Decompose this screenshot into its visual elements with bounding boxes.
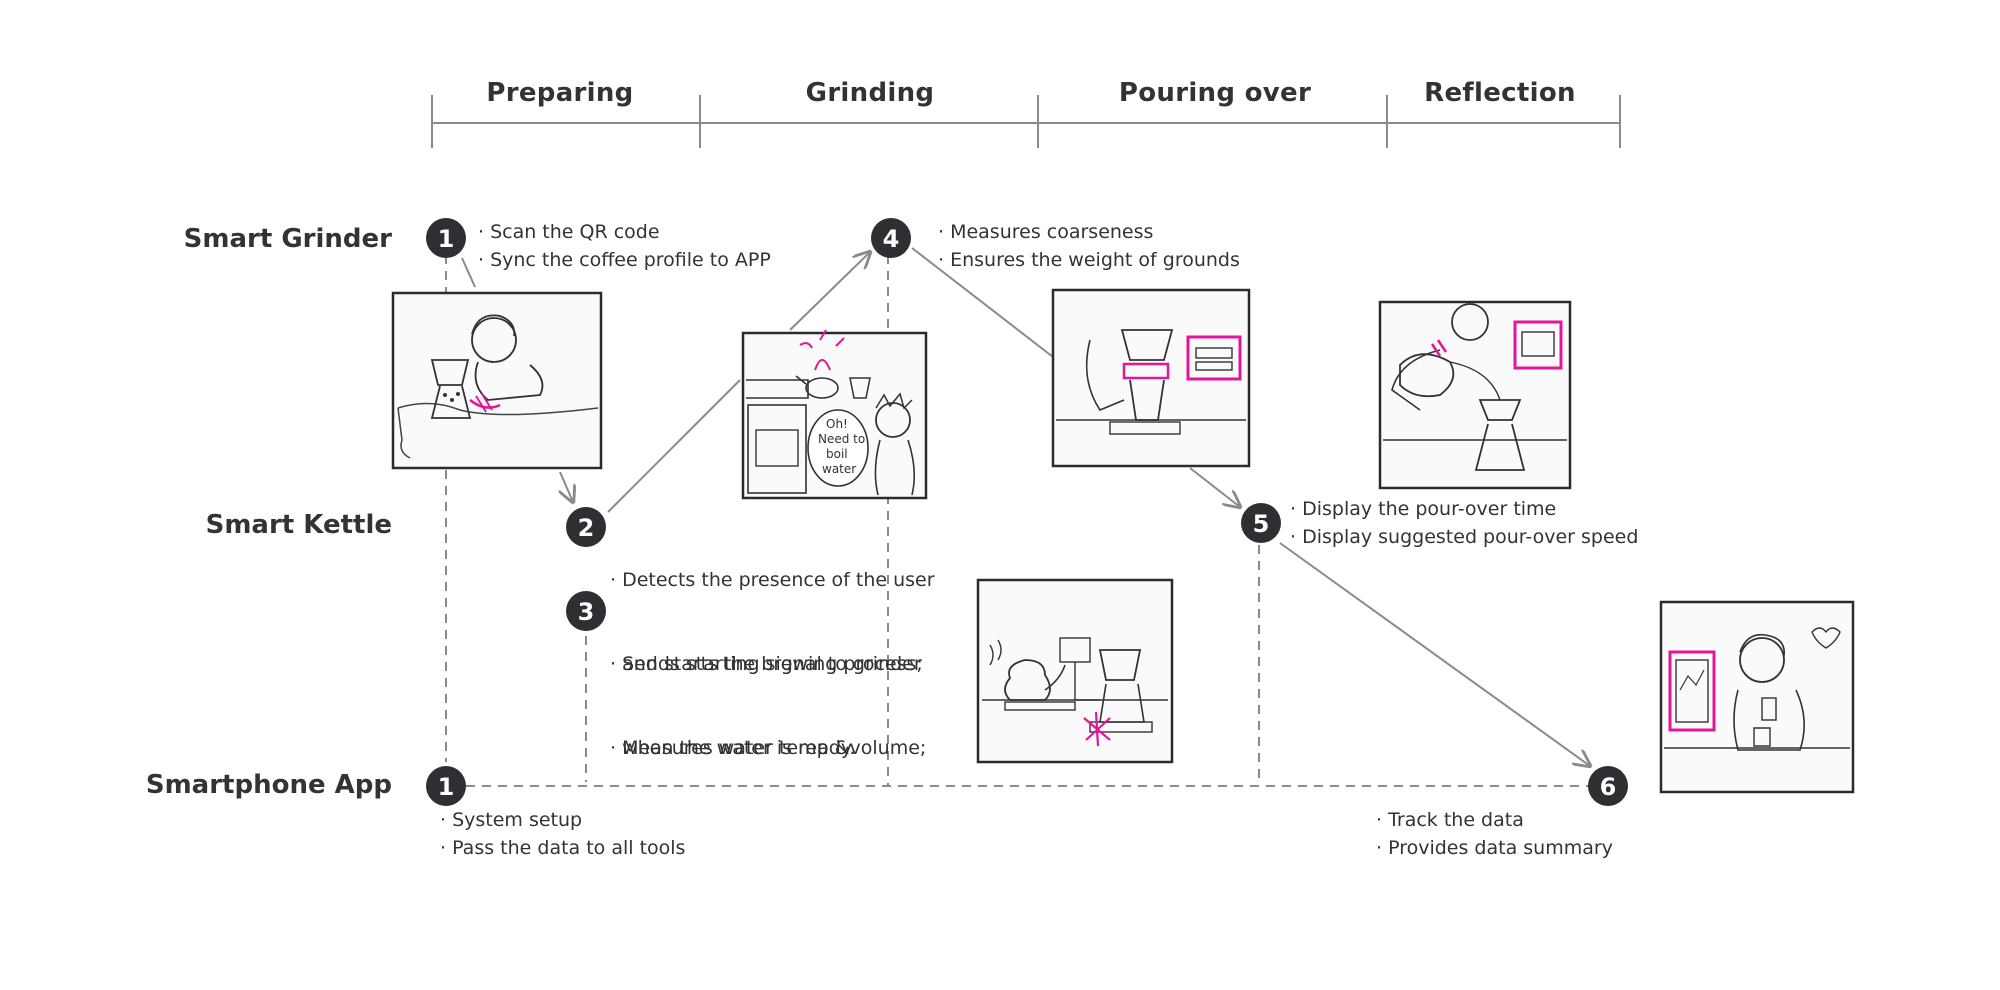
lane-smart-kettle: Smart Kettle [205,510,392,540]
note-line: · Sync the coffee profile to APP [478,249,771,271]
badge-step-5: 5 [1241,503,1281,543]
sketch-preparing [391,291,603,470]
speech-line-4: water [822,462,856,476]
badge-step-4: 4 [871,218,911,258]
note-step-1-grinder: · Scan the QR code · Sync the coffee pro… [478,218,771,274]
note-step-1-app: · System setup · Pass the data to all to… [440,806,685,862]
phase-timeline [431,95,1621,148]
note-line: · Scan the QR code [478,221,660,243]
badge-step-6-number: 6 [1600,773,1617,801]
note-line: · Ensures the weight of grounds [938,249,1240,271]
note-line: · Detects the presence of the user [610,569,935,591]
speech-line-2: Need to [818,432,865,446]
phase-reflection: Reflection [1424,78,1576,108]
sketch-grinder-measure [1051,288,1251,468]
note-line: · Sends starting signal to grinder [610,653,922,675]
note-line: · Measures water temp &volume; [610,737,927,759]
speech-line-1: Oh! [826,417,848,431]
phase-pouring-over: Pouring over [1118,78,1312,108]
flow-arrows [461,247,1590,766]
badge-step-2-number: 2 [578,514,595,542]
badge-step-3-number: 3 [578,598,595,626]
badge-step-5-number: 5 [1253,510,1270,538]
lane-smart-grinder: Smart Grinder [183,224,392,254]
note-step-6: · Track the data · Provides data summary [1376,806,1613,862]
badge-step-6: 6 [1588,766,1628,806]
note-line: · Pass the data to all tools [440,837,686,859]
note-line: · System setup [440,809,583,831]
sketch-kettle-heating [976,578,1174,764]
speech-line-3: boil [826,447,848,461]
badge-step-2: 2 [566,507,606,547]
note-line: and starts the brewing process; [610,653,923,675]
note-line: · Track the data [1376,809,1524,831]
note-line: · Display suggested pour-over speed [1290,526,1639,548]
badge-step-1-grinder-number: 1 [438,225,455,253]
sketch-reflection-app [1659,600,1855,794]
badge-step-1-app: 1 [426,766,466,806]
note-step-3: · Sends starting signal to grinder when … [610,594,922,790]
phase-grinding: Grinding [805,78,935,108]
sketch-pouring [1378,300,1572,490]
note-step-2: · Detects the presence of the user and s… [610,510,935,790]
note-line: · Measures coarseness [938,221,1154,243]
badge-step-1-grinder: 1 [426,218,466,258]
badge-step-3: 3 [566,591,606,631]
note-line: when the water is ready. [610,737,856,759]
badge-step-1-app-number: 1 [438,773,455,801]
badge-step-4-number: 4 [883,225,900,253]
note-step-4: · Measures coarseness · Ensures the weig… [938,218,1240,274]
dashed-connectors [445,255,1590,787]
note-line: · Display the pour-over time [1290,498,1557,520]
sketch-boil-water: Oh! Need to boil water [741,329,928,500]
note-line: · Provides data summary [1376,837,1613,859]
phase-preparing: Preparing [486,78,634,108]
lane-smartphone-app: Smartphone App [145,770,392,800]
note-step-5: · Display the pour-over time · Display s… [1290,495,1638,551]
